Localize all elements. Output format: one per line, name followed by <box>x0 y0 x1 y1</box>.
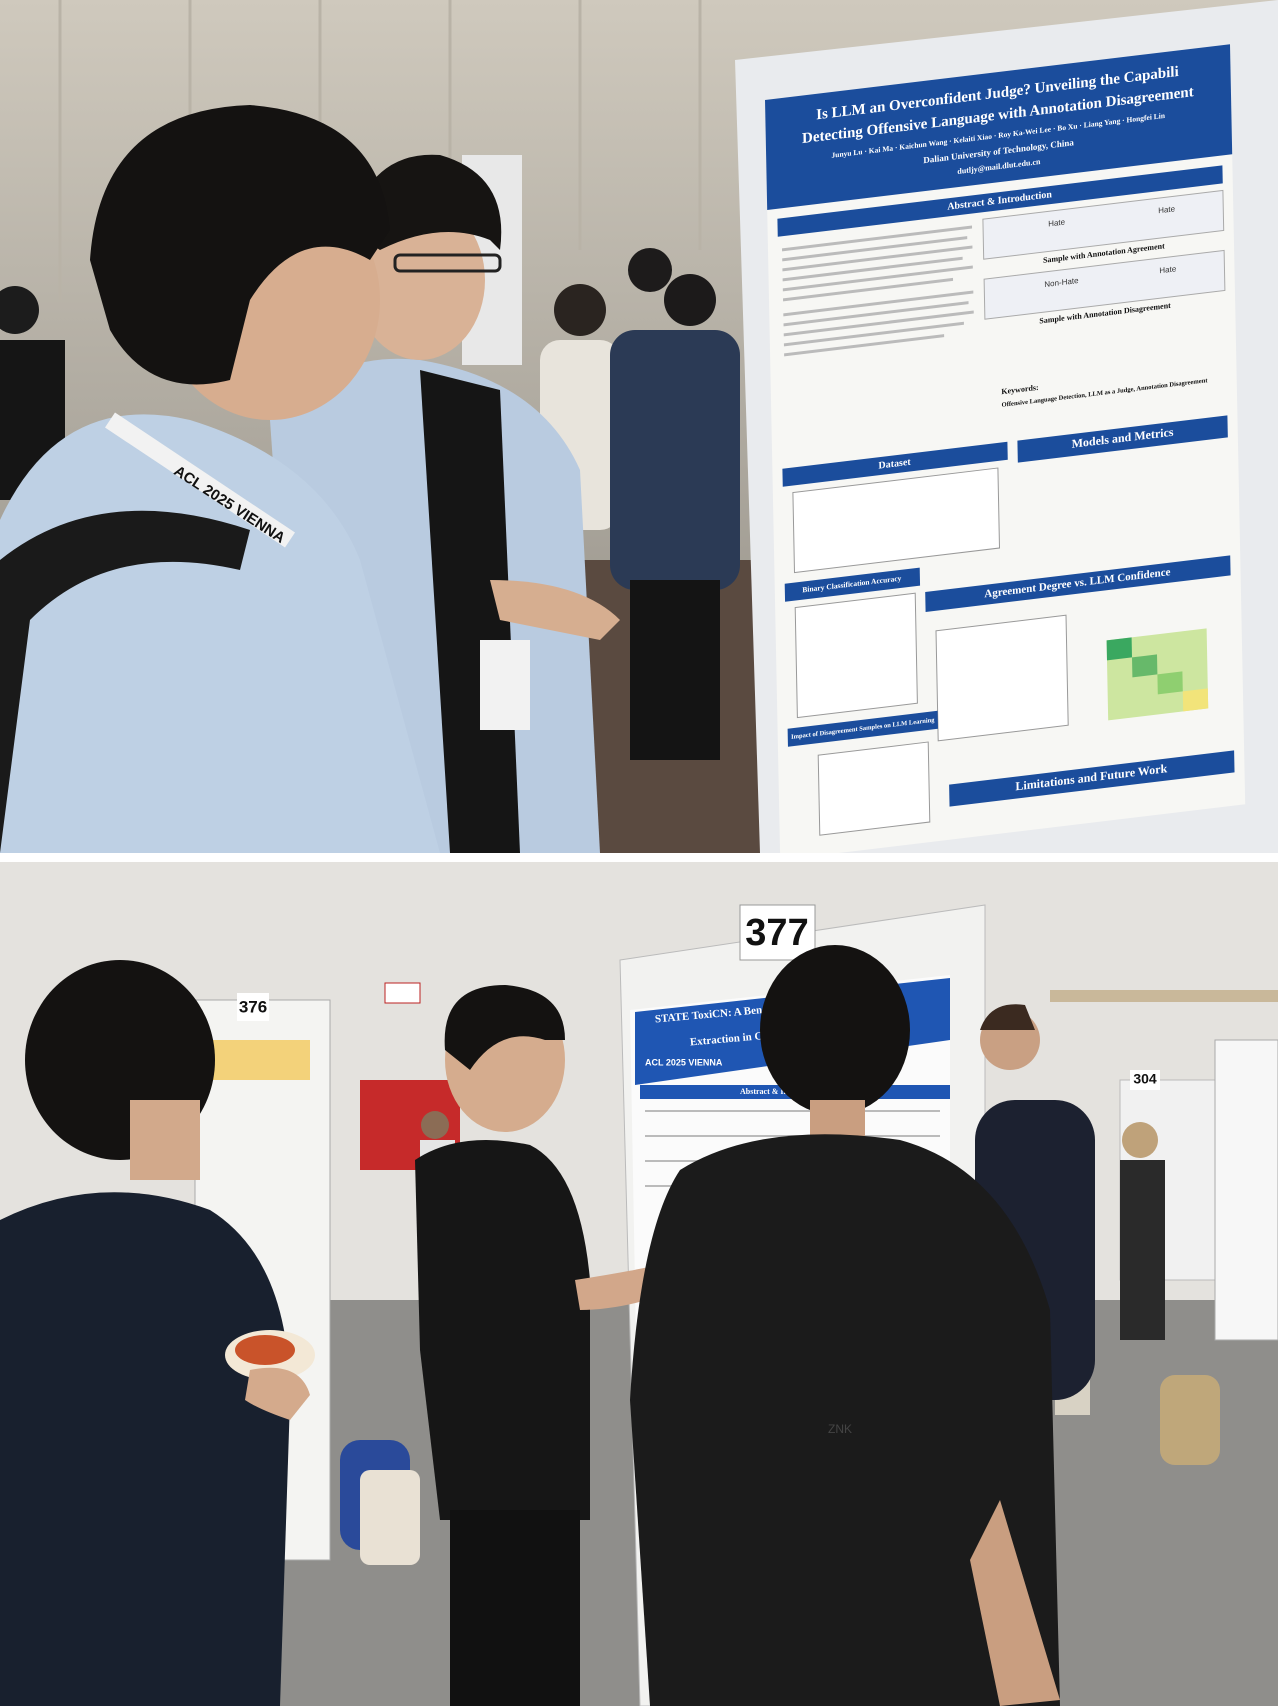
board-number: 304 <box>1133 1071 1157 1087</box>
name-badge <box>480 640 530 730</box>
person-center <box>415 985 690 1706</box>
poster: Is LLM an Overconfident Judge? Unveiling… <box>765 44 1246 860</box>
tag: Hate <box>1048 217 1066 228</box>
text-lines <box>782 225 974 357</box>
background-people <box>0 248 740 760</box>
board-number: 376 <box>239 997 267 1016</box>
number-sign <box>739 904 816 961</box>
board-number: 377 <box>745 912 808 954</box>
keywords-label: Keywords: <box>1001 383 1038 396</box>
person-back: ZNK <box>630 945 1060 1706</box>
divider <box>0 853 1278 862</box>
shirt-logo: ZNK <box>828 1422 852 1436</box>
top-photo: Is LLM an Overconfident Judge? Unveiling… <box>0 0 1278 860</box>
poster-badge: ACL 2025 VIENNA <box>645 1057 723 1067</box>
heatmap <box>1106 628 1209 721</box>
tag: Hate <box>1159 264 1177 275</box>
tag: Non-Hate <box>1044 276 1079 289</box>
person-left <box>0 960 315 1706</box>
bottom-photo: 304 376 377 STATE ToxiCN: A Benchmark fo… <box>0 862 1278 1706</box>
section-header: Dataset <box>878 457 911 472</box>
tag: Hate <box>1158 204 1176 215</box>
section-header: Abstract & Introdu <box>740 1087 808 1096</box>
person-left: ACL 2025 VIENNA <box>0 105 440 853</box>
wall-trim <box>1050 990 1278 1002</box>
